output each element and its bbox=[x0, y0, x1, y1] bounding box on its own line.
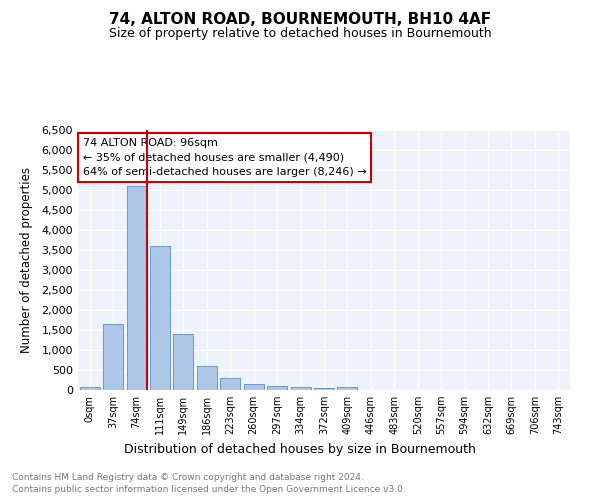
Bar bbox=[267, 386, 287, 390]
Bar bbox=[220, 378, 240, 390]
Text: 74, ALTON ROAD, BOURNEMOUTH, BH10 4AF: 74, ALTON ROAD, BOURNEMOUTH, BH10 4AF bbox=[109, 12, 491, 28]
Y-axis label: Number of detached properties: Number of detached properties bbox=[20, 167, 33, 353]
Bar bbox=[173, 334, 193, 390]
Text: Size of property relative to detached houses in Bournemouth: Size of property relative to detached ho… bbox=[109, 28, 491, 40]
Bar bbox=[197, 366, 217, 390]
Bar bbox=[290, 388, 311, 390]
Bar bbox=[244, 384, 263, 390]
Text: Distribution of detached houses by size in Bournemouth: Distribution of detached houses by size … bbox=[124, 442, 476, 456]
Bar bbox=[103, 324, 123, 390]
Bar bbox=[337, 388, 358, 390]
Bar bbox=[127, 186, 146, 390]
Text: 74 ALTON ROAD: 96sqm
← 35% of detached houses are smaller (4,490)
64% of semi-de: 74 ALTON ROAD: 96sqm ← 35% of detached h… bbox=[83, 138, 367, 177]
Bar bbox=[314, 388, 334, 390]
Text: Contains HM Land Registry data © Crown copyright and database right 2024.: Contains HM Land Registry data © Crown c… bbox=[12, 472, 364, 482]
Bar bbox=[80, 387, 100, 390]
Bar bbox=[150, 246, 170, 390]
Text: Contains public sector information licensed under the Open Government Licence v3: Contains public sector information licen… bbox=[12, 485, 406, 494]
